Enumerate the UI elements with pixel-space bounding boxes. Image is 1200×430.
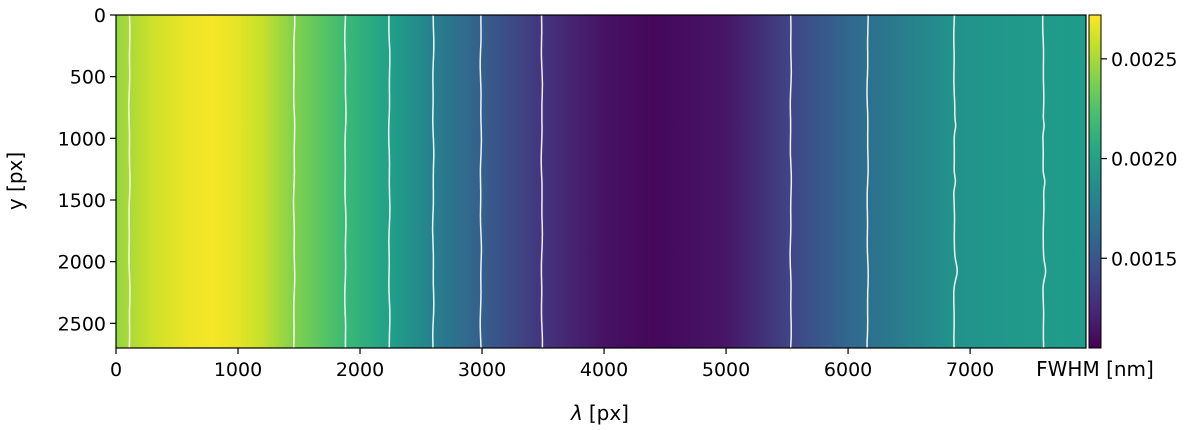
colorbar-tick-label: 0.0015 (1111, 248, 1177, 270)
colorbar (1088, 14, 1102, 349)
x-tick-label: 3000 (458, 359, 506, 381)
contour-line (479, 15, 483, 349)
x-tick-label: 7000 (946, 359, 994, 381)
y-tick-label: 2500 (58, 313, 106, 335)
contour-line (866, 14, 869, 349)
x-tick-label: 5000 (702, 359, 750, 381)
y-tick-label: 1500 (58, 190, 106, 212)
contour-line (540, 14, 544, 348)
y-tick-label: 0 (94, 5, 106, 27)
y-axis-title: y [px] (3, 152, 27, 210)
y-tick-label: 500 (70, 67, 106, 89)
colorbar-tick-label: 0.0020 (1111, 149, 1177, 171)
plot-frame (115, 14, 1087, 349)
contour-line (344, 14, 347, 348)
contour-line (953, 14, 958, 349)
contour-line (1041, 14, 1047, 348)
contour-line (431, 15, 435, 349)
colorbar-tick-label: 0.0025 (1111, 49, 1177, 71)
x-tick-label: 0 (110, 359, 122, 381)
x-tick-label: 6000 (824, 359, 872, 381)
contour-line (128, 14, 131, 349)
contour-line (789, 14, 793, 349)
x-tick-label: 2000 (336, 359, 384, 381)
y-tick-label: 1000 (58, 128, 106, 150)
x-axis-symbol: λ (570, 401, 583, 425)
contour-line (292, 15, 296, 348)
heatmap-image (116, 15, 1086, 348)
x-tick-label: 1000 (214, 359, 262, 381)
y-tick-label: 2000 (58, 252, 106, 274)
x-axis-unit: [px] (589, 401, 629, 425)
x-axis-title: λ [px] (570, 401, 629, 425)
colorbar-label: FWHM [nm] (1036, 357, 1154, 381)
x-tick-label: 4000 (580, 359, 628, 381)
contour-line (387, 14, 391, 348)
